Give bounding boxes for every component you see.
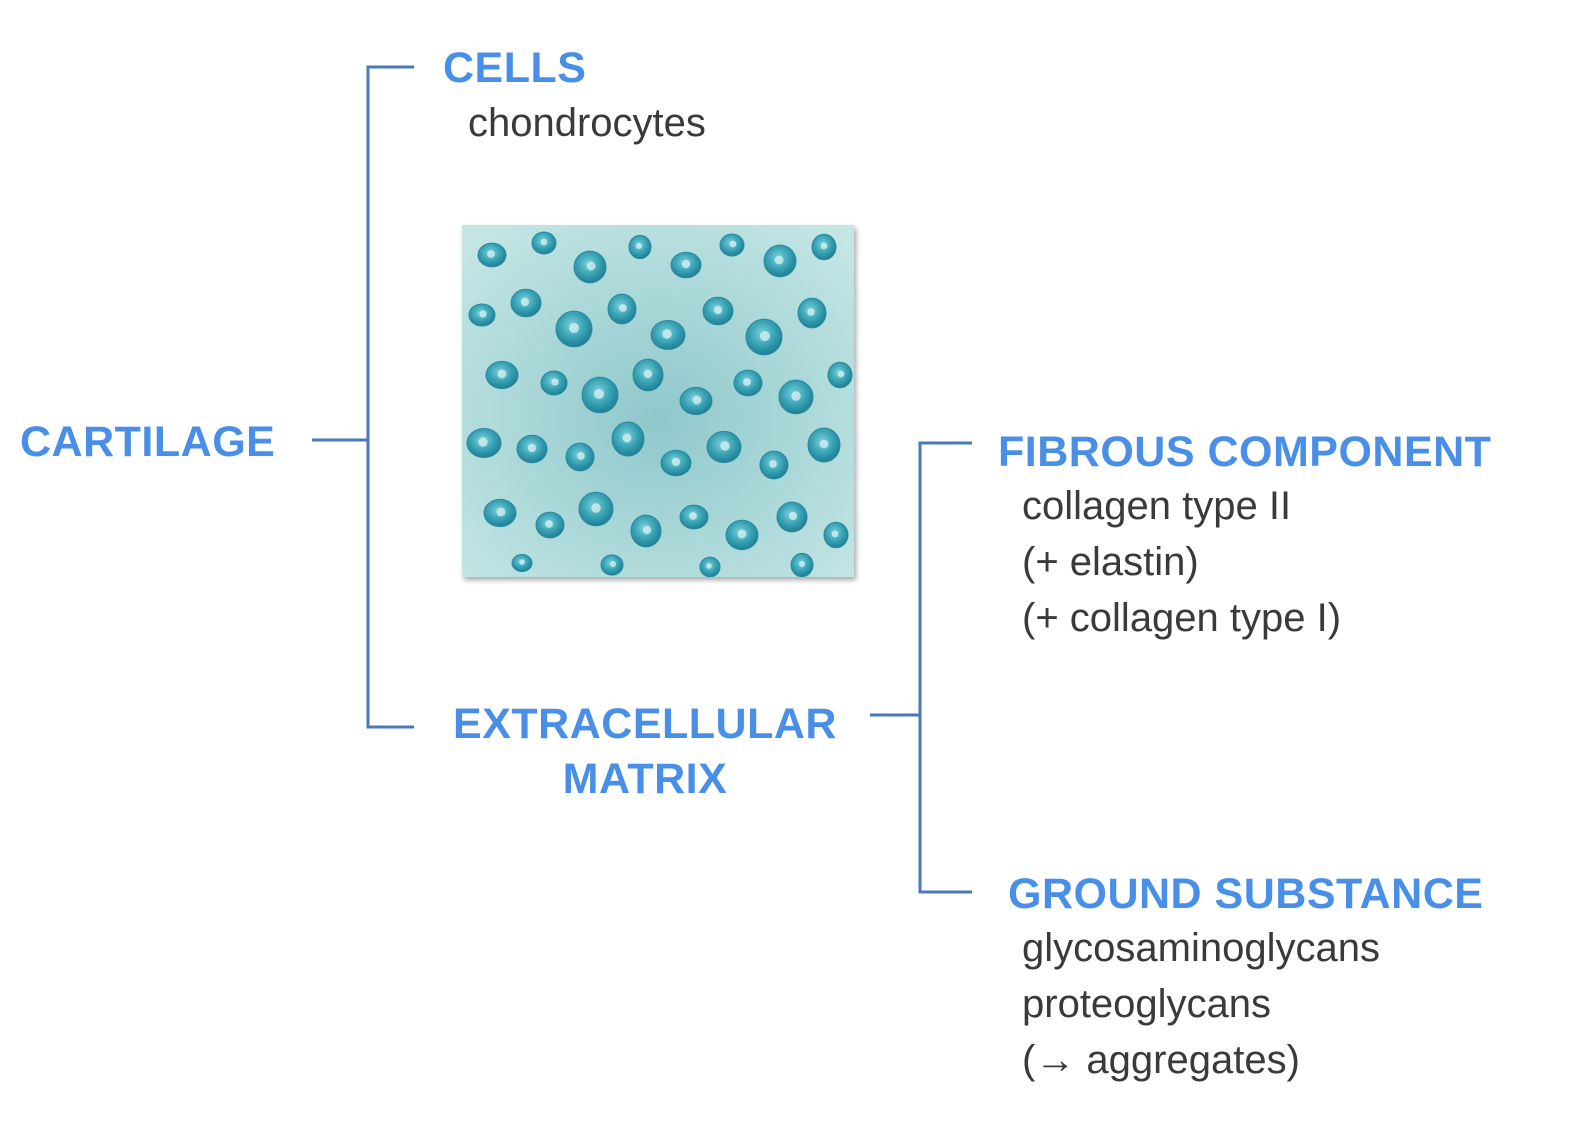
extracellular-matrix-label-line-1: EXTRACELLULAR bbox=[453, 700, 837, 748]
cell-nucleus bbox=[568, 322, 580, 334]
cell-nucleus bbox=[798, 560, 806, 568]
chondrocyte-micrograph-image bbox=[462, 225, 854, 577]
cell-nucleus bbox=[551, 378, 559, 386]
cell-nucleus bbox=[609, 560, 617, 568]
cell-nucleus bbox=[831, 530, 839, 538]
cell-nucleus bbox=[496, 507, 506, 517]
cell-nucleus bbox=[622, 433, 632, 443]
cell-nucleus bbox=[520, 297, 530, 307]
fibrous-item: (+ elastin) bbox=[1022, 540, 1199, 584]
fibrous-item: collagen type II bbox=[1022, 484, 1292, 528]
cell-nucleus bbox=[635, 242, 643, 250]
ground-substance-item: proteoglycans bbox=[1022, 982, 1272, 1026]
cell-nucleus bbox=[545, 520, 553, 528]
cell-nucleus bbox=[593, 388, 605, 400]
cell-nucleus bbox=[540, 238, 548, 246]
cell-nucleus bbox=[713, 305, 723, 315]
ground-substance-item: glycosaminoglycans bbox=[1022, 926, 1380, 970]
cells-item: chondrocytes bbox=[468, 101, 706, 145]
cell-nucleus bbox=[586, 261, 596, 271]
cell-nucleus bbox=[774, 255, 784, 265]
extracellular-matrix-label: EXTRACELLULAR MATRIX bbox=[420, 700, 870, 804]
cell-nucleus bbox=[743, 378, 751, 386]
extracellular-matrix-label-line-2: MATRIX bbox=[562, 755, 728, 803]
cell-nucleus bbox=[527, 443, 537, 453]
cell-nucleus bbox=[791, 391, 801, 401]
cell-nucleus bbox=[737, 529, 747, 539]
cell-nucleus bbox=[759, 330, 771, 342]
cell-nucleus bbox=[671, 457, 681, 467]
cell-nucleus bbox=[497, 369, 507, 379]
cells-label: CELLS bbox=[443, 44, 587, 92]
matrix-bracket bbox=[918, 441, 972, 894]
cell-nucleus bbox=[478, 437, 488, 447]
cartilage-label: CARTILAGE bbox=[20, 418, 276, 466]
cell-nucleus bbox=[807, 308, 815, 316]
cell-nucleus bbox=[591, 503, 601, 513]
cell-nucleus bbox=[519, 559, 525, 565]
cell-nucleus bbox=[769, 460, 777, 468]
cell-nucleus bbox=[479, 310, 487, 318]
cartilage-bracket bbox=[366, 65, 414, 729]
cell-nucleus bbox=[643, 369, 653, 379]
micrograph-svg bbox=[462, 225, 854, 577]
cell-nucleus bbox=[819, 439, 829, 449]
cell-nucleus bbox=[689, 512, 697, 520]
cell-nucleus bbox=[788, 511, 798, 521]
cell-nucleus bbox=[692, 395, 702, 405]
fibrous-item: (+ collagen type I) bbox=[1022, 596, 1342, 640]
cell-nucleus bbox=[681, 259, 691, 269]
fibrous-component-label: FIBROUS COMPONENT bbox=[998, 428, 1492, 476]
cell-nucleus bbox=[720, 441, 730, 451]
ground-substance-items: glycosaminoglycans proteoglycans (→ aggr… bbox=[1022, 920, 1380, 1088]
cell-nucleus bbox=[619, 304, 627, 312]
cell-nucleus bbox=[706, 563, 712, 569]
cell-nucleus bbox=[642, 525, 652, 535]
ground-substance-label: GROUND SUBSTANCE bbox=[1008, 870, 1484, 918]
fibrous-component-items: collagen type II (+ elastin) (+ collagen… bbox=[1022, 478, 1341, 646]
cell-nucleus bbox=[837, 370, 845, 378]
cell-nucleus bbox=[820, 242, 828, 250]
ground-substance-item: (→ aggregates) bbox=[1022, 1038, 1300, 1082]
cell-nucleus bbox=[662, 329, 672, 339]
cell-nucleus bbox=[577, 452, 585, 460]
cell-nucleus bbox=[487, 250, 495, 258]
cell-nucleus bbox=[729, 240, 737, 248]
